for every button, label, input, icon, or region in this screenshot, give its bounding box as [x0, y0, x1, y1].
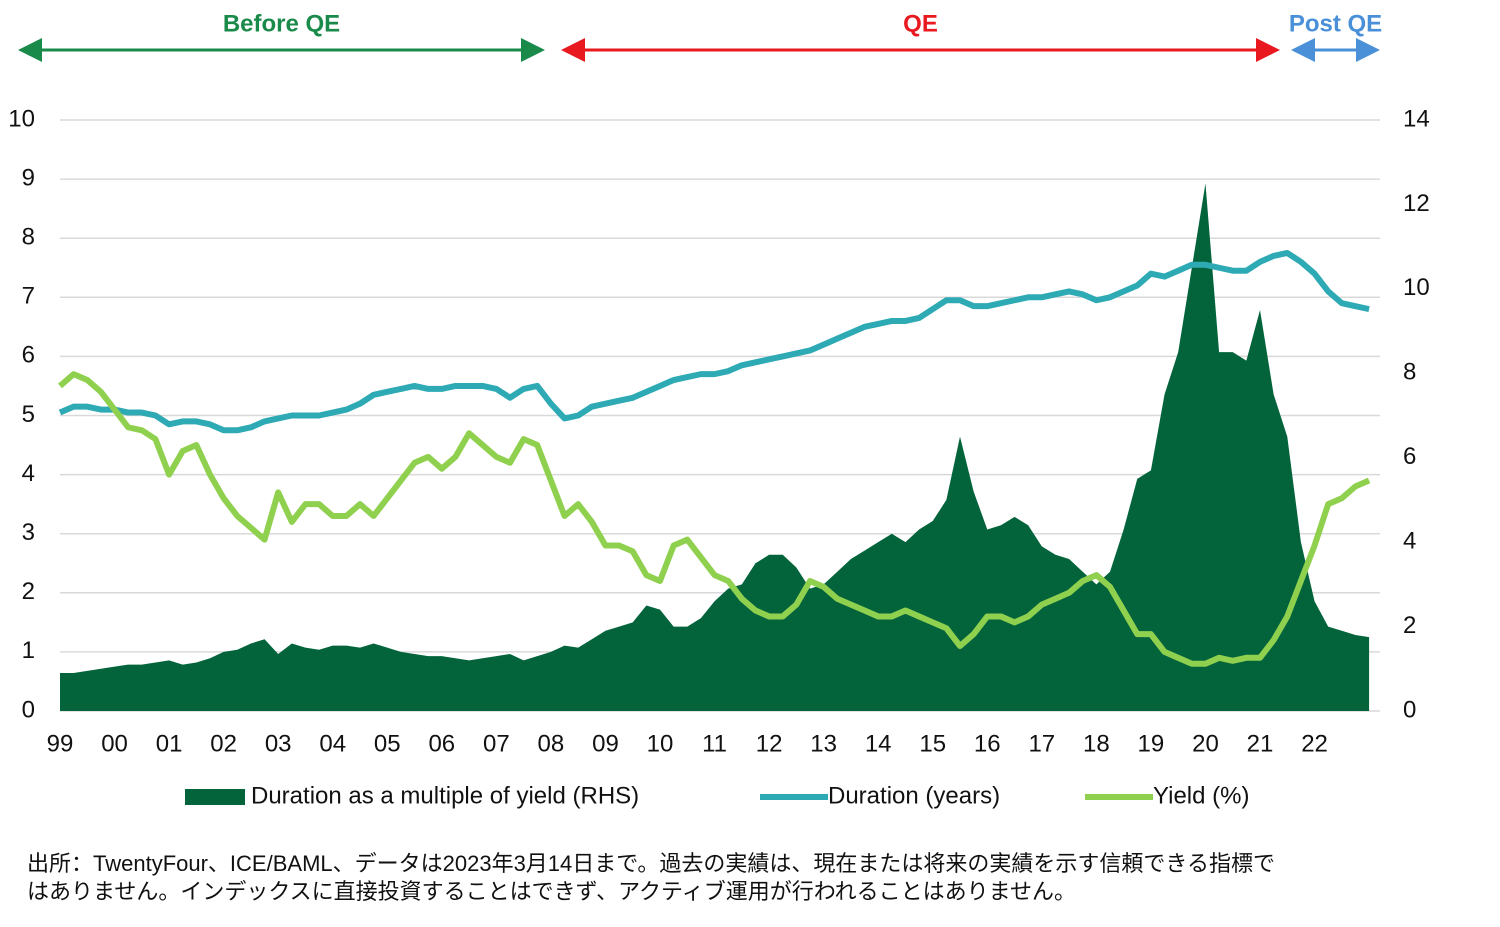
y2-tick-label: 4: [1403, 527, 1416, 554]
x-tick-label: 06: [428, 730, 455, 757]
x-tick-label: 02: [210, 730, 237, 757]
y2-tick-label: 8: [1403, 359, 1416, 386]
x-tick-label: 04: [319, 730, 346, 757]
x-tick-label: 99: [47, 730, 74, 757]
footnote: はありません。インデックスに直接投資することはできず、アクティブ運用が行われるこ…: [27, 879, 1076, 904]
x-tick-label: 17: [1028, 730, 1055, 757]
legend-label: Duration (years): [828, 782, 1000, 809]
x-tick-label: 03: [265, 730, 292, 757]
x-tick-label: 10: [647, 730, 674, 757]
y-tick-label: 4: [22, 460, 35, 487]
line-series: [58, 249, 1370, 434]
x-tick-label: 20: [1192, 730, 1219, 757]
y-tick-label: 5: [22, 401, 35, 428]
y2-tick-label: 10: [1403, 274, 1430, 301]
line-series: [58, 371, 1371, 667]
x-tick-label: 15: [919, 730, 946, 757]
y-tick-label: 1: [22, 637, 35, 664]
x-tick-label: 19: [1138, 730, 1165, 757]
x-tick-label: 09: [592, 730, 619, 757]
legend-label: Yield (%): [1153, 782, 1249, 809]
x-tick-label: 14: [865, 730, 892, 757]
y2-tick-label: 12: [1403, 190, 1430, 217]
y-tick-label: 10: [8, 105, 35, 132]
phase-label: QE: [903, 10, 938, 37]
y2-tick-label: 2: [1403, 612, 1416, 639]
footnote: 出所：TwentyFour、ICE/BAML、データは2023年3月14日まで。…: [27, 851, 1275, 876]
x-tick-label: 22: [1301, 730, 1328, 757]
y2-tick-label: 0: [1403, 696, 1416, 723]
y-tick-label: 8: [22, 224, 35, 251]
x-tick-label: 07: [483, 730, 510, 757]
x-tick-label: 12: [756, 730, 783, 757]
y-tick-label: 6: [22, 342, 35, 369]
x-tick-label: 16: [974, 730, 1001, 757]
x-tick-label: 01: [156, 730, 183, 757]
x-tick-label: 18: [1083, 730, 1110, 757]
x-tick-label: 11: [702, 730, 727, 757]
x-tick-label: 13: [810, 730, 837, 757]
x-tick-label: 05: [374, 730, 401, 757]
y-tick-label: 2: [22, 578, 35, 605]
y2-tick-label: 14: [1403, 105, 1430, 132]
x-tick-label: 00: [101, 730, 128, 757]
x-tick-label: 08: [538, 730, 565, 757]
y2-tick-label: 6: [1403, 443, 1416, 470]
y-tick-label: 7: [22, 283, 35, 310]
y-tick-label: 9: [22, 164, 35, 191]
phase-label: Post QE: [1289, 10, 1382, 37]
y-tick-label: 3: [22, 519, 35, 546]
phase-label: Before QE: [223, 10, 340, 37]
legend-swatch: [185, 789, 245, 805]
area-series: [60, 183, 1370, 712]
x-tick-label: 21: [1247, 730, 1274, 757]
legend-label: Duration as a multiple of yield (RHS): [251, 782, 639, 809]
y-tick-label: 0: [22, 696, 35, 723]
